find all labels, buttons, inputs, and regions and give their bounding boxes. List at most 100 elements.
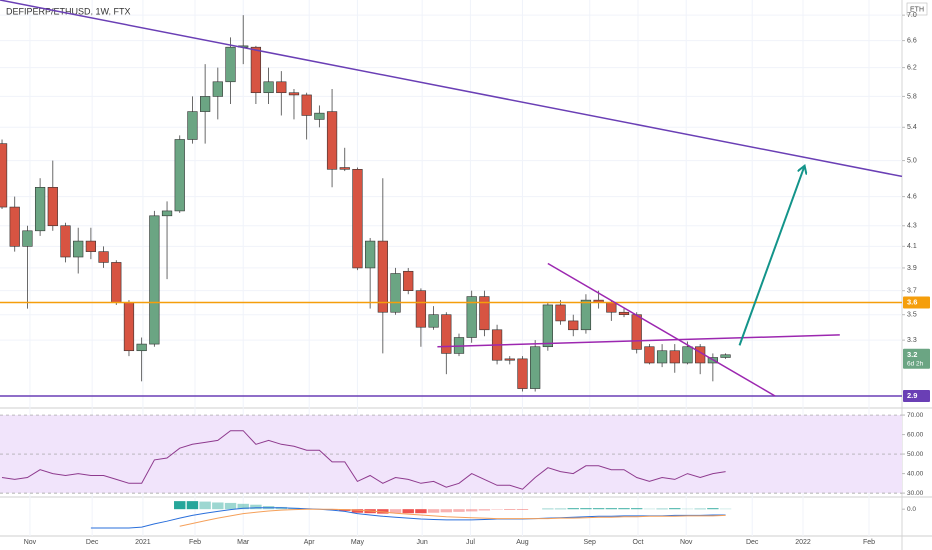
candle-body [504,358,515,361]
macd-histogram-bar [605,508,618,510]
candle-body [98,251,109,263]
candle-body [73,240,84,258]
candle-body [0,143,8,208]
y-tick-label: 70.00 [907,412,924,419]
macd-histogram-bar [580,508,592,510]
x-tick-label: Sep [584,539,597,546]
candle-body [174,139,185,212]
y-tick-label: 5.0 [907,157,917,164]
candle-body [288,92,300,96]
macd-histogram-bar [630,508,643,510]
candle-body [187,111,198,140]
y-tick-label: 5.8 [907,93,917,100]
macd-histogram-bar [707,508,719,510]
candle-body [85,240,97,252]
x-tick-label: Apr [304,539,316,546]
trend-line [0,0,903,178]
candle-body [47,187,58,227]
candle-body [326,111,338,170]
x-tick-label: Jul [466,539,475,546]
candle-body [466,296,477,338]
trend-arrow [738,167,805,346]
candle-body [212,81,223,97]
macd-histogram-bar [174,501,186,510]
y-tick-label: 50.00 [907,451,924,458]
y-tick-label: 7.0 [907,12,917,19]
price-label: 3.2 [907,350,917,359]
x-tick-label: Dec [86,539,99,546]
candle-body [606,302,617,313]
candle-body [9,206,20,247]
x-tick-label: 2022 [795,539,811,546]
macd-histogram-bar [465,509,478,512]
candle-body [263,81,274,94]
candle-body [530,346,541,389]
x-tick-label: May [351,539,365,546]
candle-body [123,302,135,352]
candle-body [200,96,211,112]
macd-histogram-bar [453,509,465,512]
price-label-box [903,296,930,309]
currency-label: ETH [910,6,924,13]
y-tick-label: 3.3 [907,337,917,344]
y-tick-label: 3.7 [907,288,917,295]
rsi-line [1,430,726,490]
x-tick-label: Jun [417,539,428,546]
candle-body [479,296,490,331]
candle-body [352,168,363,269]
candle-body [568,320,579,331]
candle-body [225,46,236,83]
macd-histogram-bar [427,509,440,513]
price-label: 2.9 [907,391,917,400]
x-tick-label: 2021 [135,539,151,546]
macd-line [90,507,726,529]
candle-body [339,167,350,170]
y-tick-label: 5.4 [907,124,917,131]
candle-body [250,46,262,94]
macd-histogram-bar [567,508,579,510]
candle-body [428,314,439,328]
candle-body [149,215,160,345]
candle-body [34,187,46,232]
trend-line [547,262,776,397]
y-tick-label: 4.3 [907,223,917,230]
macd-line [179,508,726,527]
macd-histogram-bar [186,501,199,510]
macd-histogram-bar [212,502,224,510]
candle-body [618,311,630,316]
macd-histogram-bar [237,503,249,510]
y-tick-label: 4.1 [907,243,917,250]
candle-body [720,354,731,358]
y-tick-label: 6.2 [907,64,917,71]
countdown-label: 6d 2h [907,360,924,367]
price-label-box [903,389,930,402]
macd-histogram-bar [224,502,237,510]
y-tick-label: 6.6 [907,37,917,44]
candle-body [314,112,325,120]
candle-body [644,346,655,364]
chart-title: DEFIPERP/ETHUSD, 1W, FTX [6,6,131,16]
price-label-box [903,348,930,369]
candle-body [365,240,376,269]
candle-body [377,240,388,313]
trend-line [437,334,840,348]
y-tick-label: 30.00 [907,490,924,497]
y-tick-label: 0.0 [907,506,916,513]
x-tick-label: Feb [863,539,875,546]
y-tick-label: 3.5 [907,312,917,319]
candle-body [111,262,122,303]
y-tick-label: 60.00 [907,431,924,438]
candle-body [542,304,553,348]
x-tick-label: Dec [746,539,759,546]
candle-body [682,346,693,364]
x-tick-label: Aug [516,539,529,546]
candle-body [390,273,401,313]
macd-histogram-bar [199,501,211,510]
y-tick-label: 40.00 [907,470,924,477]
x-tick-label: Feb [189,539,201,546]
candle-body [580,299,592,331]
candle-body [22,230,33,247]
x-tick-label: Nov [24,539,37,546]
macd-histogram-bar [389,509,402,514]
